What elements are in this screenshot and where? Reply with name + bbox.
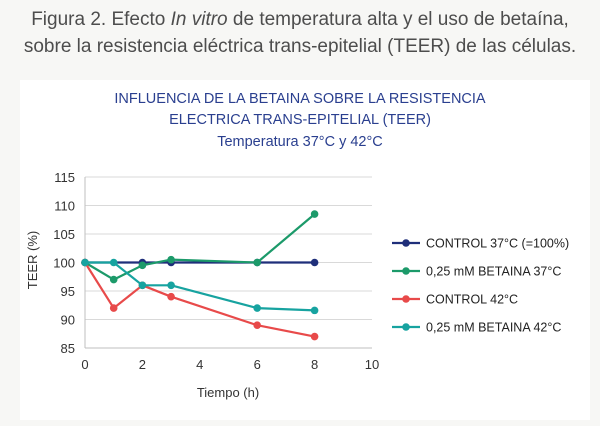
caption-line-1: Figura 2. Efecto In vitro de temperatura… [0, 6, 600, 33]
legend-marker-2 [402, 267, 410, 275]
y-axis-label: TEER (%) [25, 231, 40, 290]
x-tick-label: 0 [81, 357, 88, 372]
series-2-point [138, 261, 147, 270]
series-3-point [167, 292, 175, 301]
y-tick-label: 110 [54, 199, 75, 214]
legend-marker-3 [402, 295, 410, 303]
series-2-point [109, 275, 118, 284]
series-3-point [253, 321, 261, 329]
x-tick-label: 2 [139, 357, 146, 372]
series-4-point [109, 258, 118, 267]
caption-line-1-end: de temperatura alta y el uso de betaína, [227, 9, 569, 30]
x-axis-label: Tiempo (h) [197, 385, 259, 400]
legend-label-1: CONTROL 37°C (=100%) [426, 237, 569, 251]
caption-italic: In vitro [170, 9, 228, 30]
chart-subtitle: Temperatura 37°C y 42°C [217, 134, 383, 150]
x-tick-label: 4 [196, 357, 203, 372]
y-tick-label: 85 [61, 341, 75, 356]
series-line-4 [85, 261, 315, 312]
series-4-point [253, 304, 261, 312]
x-tick-label: 6 [254, 357, 261, 372]
teer-line-chart: INFLUENCIA DE LA BETAINA SOBRE LA RESIST… [25, 91, 569, 400]
series-1-point [310, 258, 319, 267]
series-line-3 [84, 261, 315, 338]
y-tick-label: 105 [53, 227, 75, 242]
legend-label-2: 0,25 mM BETAINA 37°C [426, 265, 561, 279]
caption-line-2: sobre la resistencia eléctrica trans-epi… [23, 36, 577, 57]
series-line-2 [84, 213, 316, 281]
series-2-point [310, 210, 319, 218]
x-tick-label: 8 [311, 357, 318, 372]
figure-caption: Figura 2. Efecto In vitro de temperatura… [0, 6, 600, 60]
legend-marker-4 [402, 323, 410, 331]
y-tick-label: 90 [61, 313, 75, 328]
series-4-point [138, 281, 147, 290]
series-4-point [167, 281, 175, 290]
legend-marker-1 [402, 239, 410, 247]
caption-line-1-start: Figura 2. Efecto [31, 9, 171, 30]
series-2-point [167, 255, 175, 264]
y-tick-label: 115 [54, 170, 75, 185]
legend-label-3: CONTROL 42°C [426, 293, 518, 307]
chart-container: INFLUENCIA DE LA BETAINA SOBRE LA RESIST… [20, 80, 590, 420]
chart-title-line-1: INFLUENCIA DE LA BETAINA SOBRE LA RESIST… [114, 91, 486, 107]
y-tick-label: 95 [61, 284, 75, 299]
series-3-point [310, 332, 319, 341]
series-4-point [310, 306, 319, 315]
y-tick-label: 100 [53, 256, 75, 271]
legend-label-4: 0,25 mM BETAINA 42°C [426, 321, 561, 335]
chart-title-line-2: ELECTRICA TRANS-EPITELIAL (TEER) [169, 112, 431, 128]
series-2-point [253, 258, 261, 267]
series-4-point [81, 258, 89, 267]
series-3-point [109, 304, 118, 312]
x-tick-label: 10 [365, 357, 379, 372]
